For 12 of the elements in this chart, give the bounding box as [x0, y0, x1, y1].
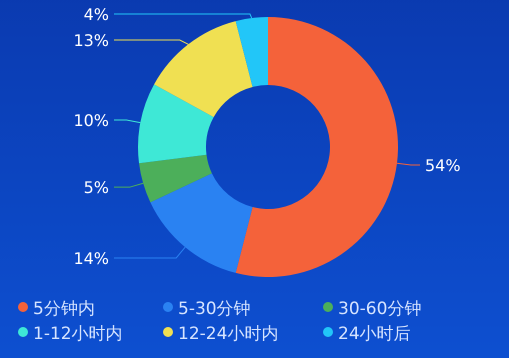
legend-label: 30-60分钟 — [338, 299, 422, 319]
legend-label: 12-24小时内 — [178, 324, 278, 344]
data-label: 4% — [84, 5, 109, 24]
legend-label: 5分钟内 — [33, 299, 95, 319]
legend-label: 24小时后 — [338, 324, 411, 344]
data-label: 14% — [73, 248, 109, 268]
data-label: 5% — [84, 178, 109, 198]
data-label: 54% — [425, 156, 461, 176]
legend-label: 1-12小时内 — [33, 324, 123, 344]
legend-label: 5-30分钟 — [178, 299, 251, 319]
data-label: 10% — [73, 111, 109, 130]
data-label: 13% — [73, 31, 109, 50]
